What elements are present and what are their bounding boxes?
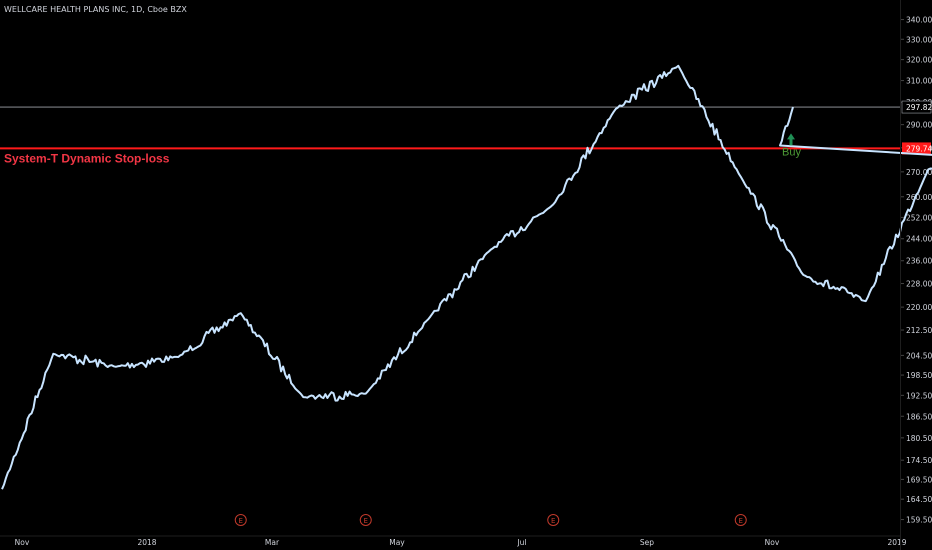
earnings-marker-label: E xyxy=(239,517,243,525)
buy-label: Buy xyxy=(782,146,801,158)
time-axis[interactable]: Nov2018MarMayJulSepNov2019MarMayJulSepNo… xyxy=(0,535,932,547)
y-tick-label: 169.50 xyxy=(906,475,932,484)
y-tick-label: 192.50 xyxy=(906,391,932,400)
x-tick-label: May xyxy=(389,538,405,547)
x-tick-label: Nov xyxy=(15,538,30,547)
y-tick-label: 252.00 xyxy=(906,213,932,222)
y-tick-label: 180.50 xyxy=(906,434,932,443)
y-tick-label: 320.00 xyxy=(906,56,932,65)
earnings-marker-circle xyxy=(359,514,372,526)
y-tick-label: 228.00 xyxy=(906,280,932,289)
y-tick-label: 164.50 xyxy=(906,495,932,504)
earnings-marker-label: E xyxy=(551,517,555,525)
current-price-label: 297.82 xyxy=(906,103,932,112)
x-tick-label: 2019 xyxy=(887,538,906,547)
stop-loss-annotation: System-T Dynamic Stop-loss xyxy=(4,151,170,165)
x-tick-label: 2018 xyxy=(137,538,156,547)
signal-marks: Buy xyxy=(782,133,801,158)
stop-loss-badge xyxy=(902,142,931,155)
buy-arrow xyxy=(787,133,795,146)
x-tick-label: Nov xyxy=(765,538,780,547)
x-tick-label: Sep xyxy=(640,538,654,547)
y-tick-label: 244.00 xyxy=(906,235,932,244)
price-axis-separator xyxy=(900,0,901,550)
y-tick-label: 310.00 xyxy=(906,77,932,86)
y-tick-label: 340.00 xyxy=(906,16,932,25)
y-tick-label: 186.50 xyxy=(906,412,932,421)
y-tick-label: 236.00 xyxy=(906,257,932,266)
y-tick-label: 290.00 xyxy=(906,121,932,130)
price-axis[interactable]: 340.00330.00320.00310.00300.00290.00280.… xyxy=(900,16,932,525)
y-tick-label: 212.50 xyxy=(906,326,932,335)
price-series xyxy=(1,64,932,490)
y-tick-label: 260.00 xyxy=(906,193,932,202)
y-tick-label: 220.00 xyxy=(906,303,932,312)
price-line xyxy=(1,64,932,490)
earnings-marker-circle xyxy=(547,514,560,526)
y-tick-label: 270.00 xyxy=(906,168,932,177)
current-price-badge xyxy=(901,100,932,114)
y-tick-label: 204.50 xyxy=(906,351,932,360)
earnings-markers: EEEEEEEEE xyxy=(234,514,747,526)
stop-loss-price-label: 279.74 xyxy=(906,144,932,153)
price-levels: 297.82 279.74 System-T Dynamic Stop-loss xyxy=(0,100,932,165)
y-tick-label: 198.50 xyxy=(906,371,932,380)
x-tick-label: Jul xyxy=(516,538,526,547)
earnings-marker-circle xyxy=(734,514,747,526)
earnings-marker-label: E xyxy=(739,517,743,525)
earnings-marker-circle xyxy=(234,514,247,526)
y-tick-label: 330.00 xyxy=(906,35,932,44)
chart-title: WELLCARE HEALTH PLANS INC, 1D, Cboe BZX xyxy=(4,5,187,14)
x-tick-label: Mar xyxy=(265,538,280,547)
y-tick-label: 174.50 xyxy=(906,456,932,465)
y-tick-label: 159.50 xyxy=(906,516,932,525)
earnings-marker-label: E xyxy=(364,517,368,525)
